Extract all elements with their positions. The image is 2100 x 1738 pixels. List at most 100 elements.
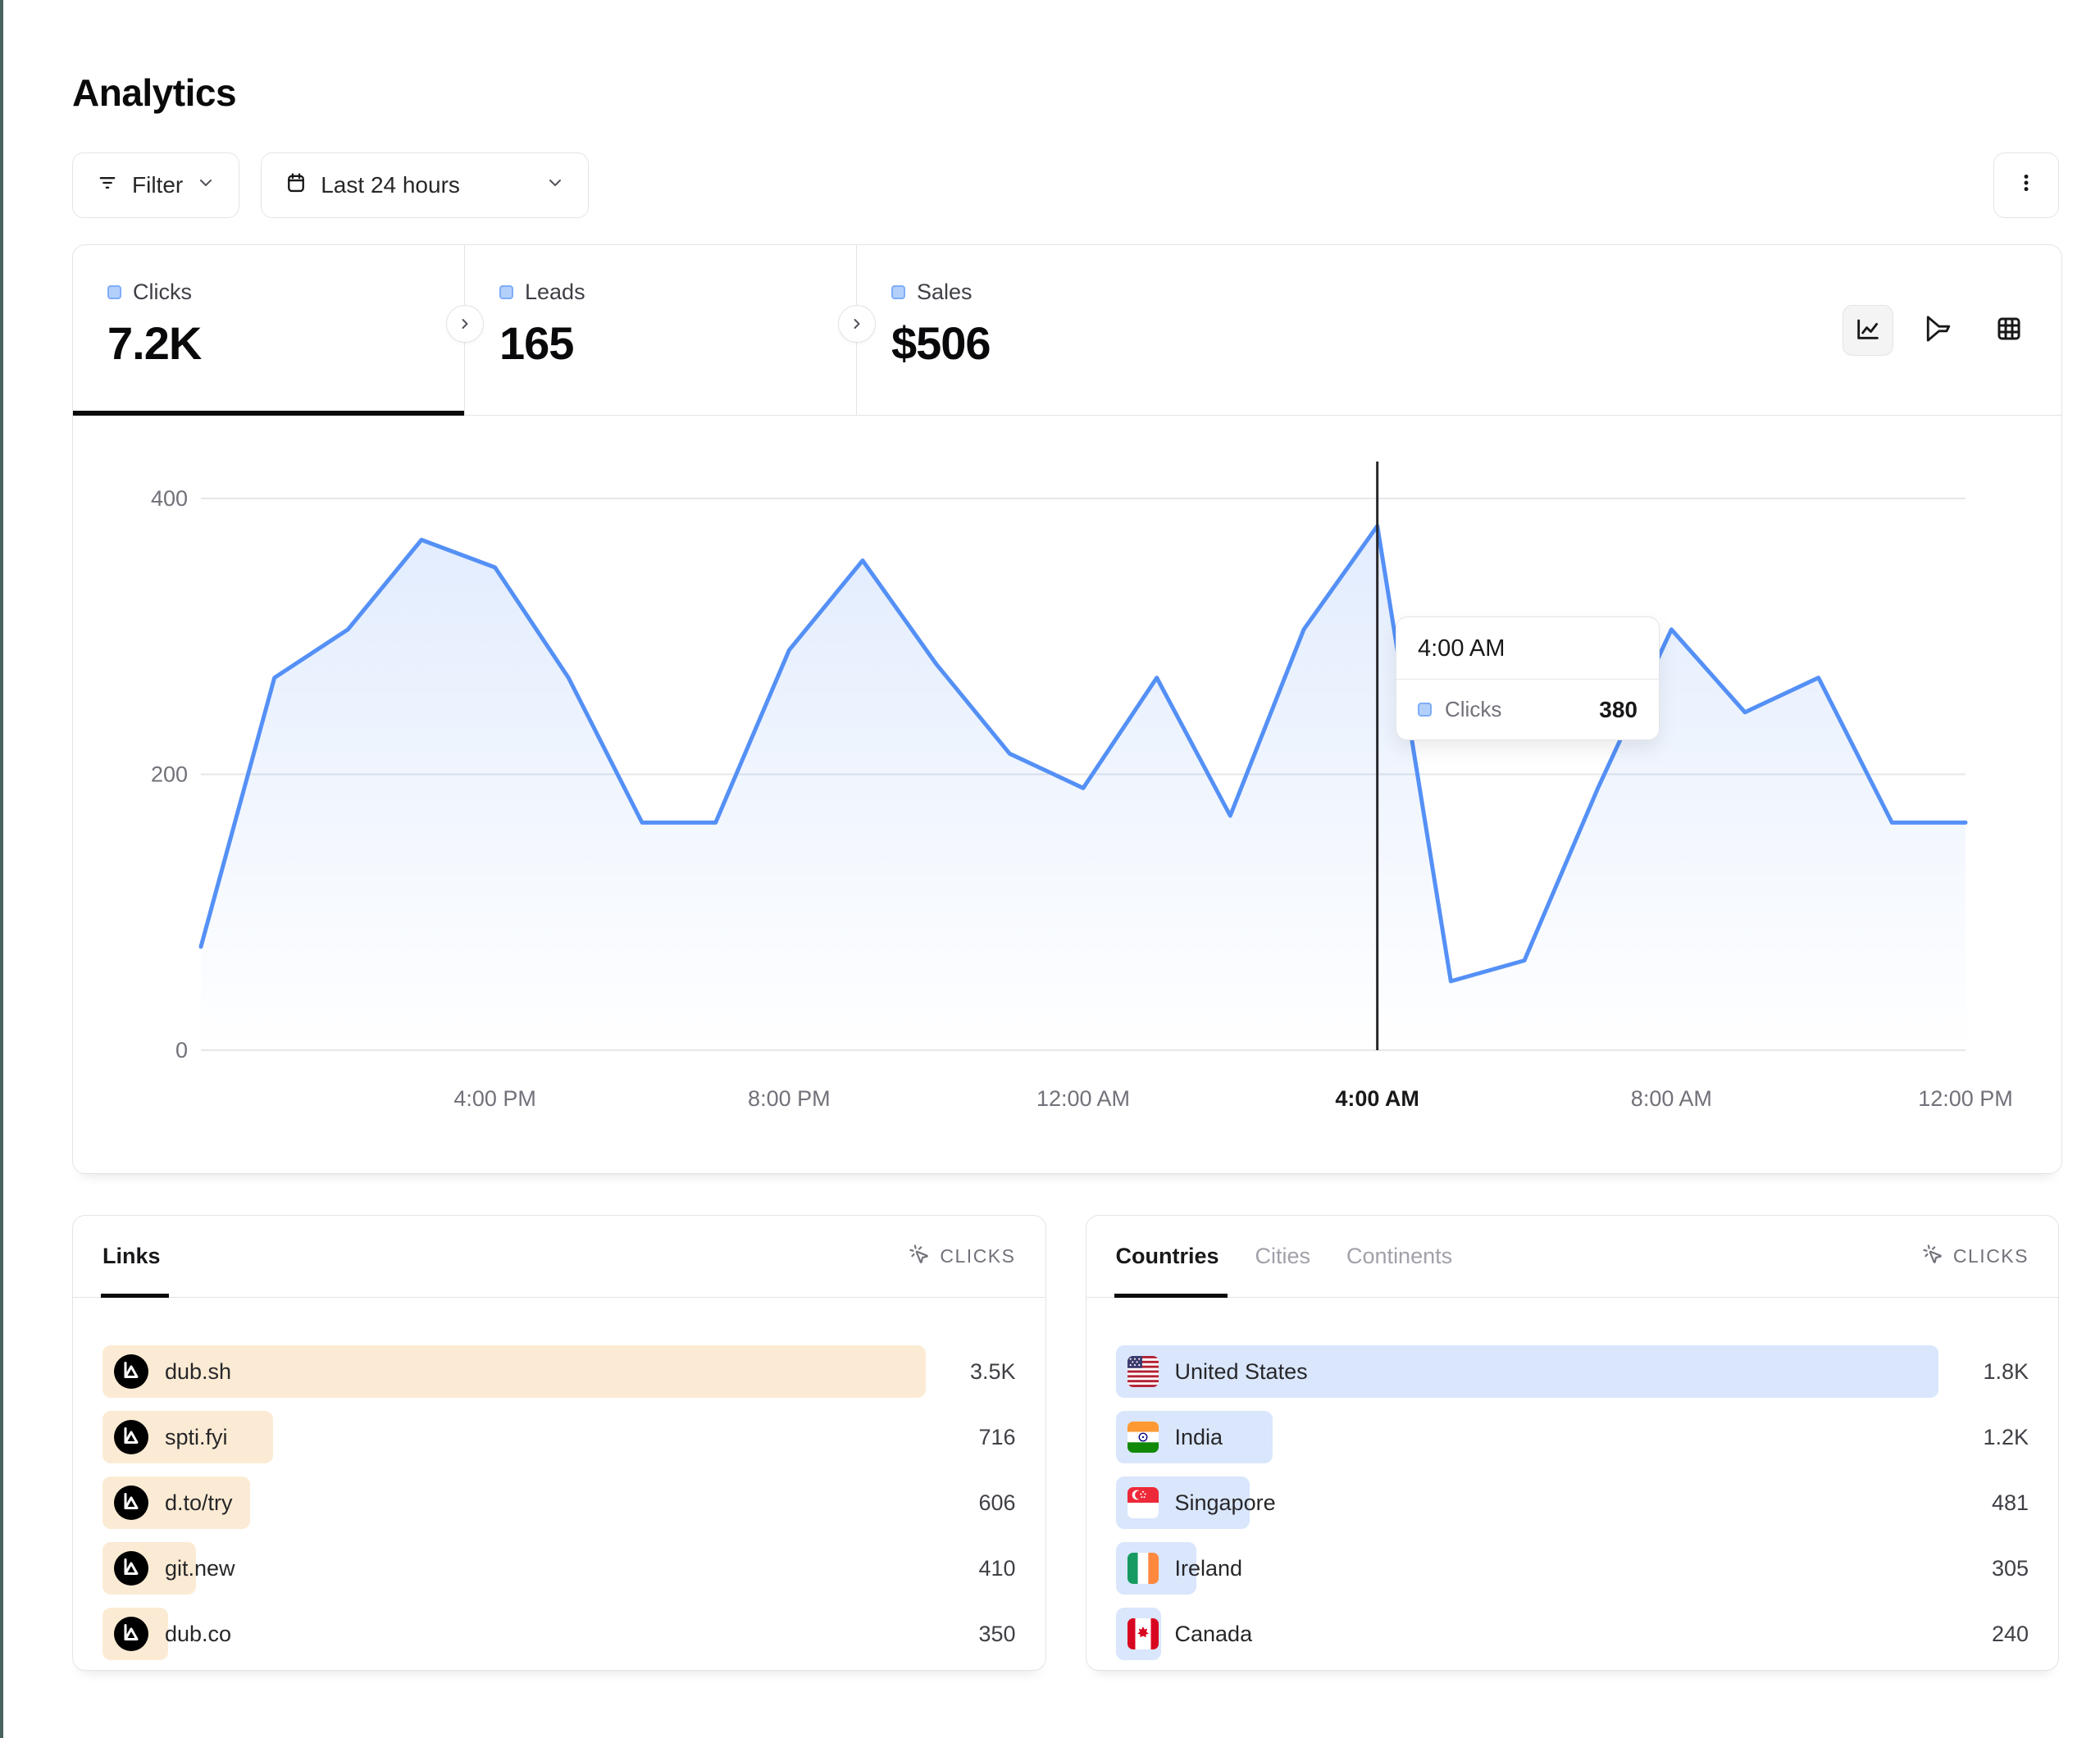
table-view-button[interactable]: [1984, 305, 2034, 356]
expand-clicks-chevron-button[interactable]: [446, 305, 484, 343]
metric-tabs: Clicks 7.2K Leads 165 Sales $506: [73, 245, 2061, 416]
list-item[interactable]: dub.sh 3.5K: [102, 1345, 1016, 1398]
dub-logo-icon: [114, 1354, 148, 1389]
y-axis-tick: 400: [151, 486, 188, 511]
x-axis-tick: 4:00 AM: [1335, 1086, 1419, 1111]
filter-icon: [96, 171, 119, 200]
tooltip-time: 4:00 AM: [1418, 635, 1506, 662]
list-item[interactable]: git.new 410: [102, 1542, 1016, 1595]
toolbar: Filter Last 24 hours: [72, 152, 2059, 218]
filter-button[interactable]: Filter: [72, 152, 240, 218]
item-value: 481: [1991, 1490, 2029, 1515]
kebab-menu-icon: [2015, 171, 2038, 200]
countries-metric-label: CLICKS: [1952, 1245, 2029, 1267]
clicks-timeseries-chart[interactable]: 0 200 400 4:00 PM 8:00 PM 12:00 AM 4:00 AM 8:00…: [73, 416, 2061, 1174]
item-label: d.to/try: [165, 1490, 233, 1515]
list-item[interactable]: United States 1.8K: [1115, 1345, 2029, 1398]
tab-continents[interactable]: Continents: [1346, 1244, 1453, 1268]
item-value: 606: [978, 1490, 1016, 1515]
tooltip-series-label: Clicks: [1445, 697, 1502, 721]
countries-metric-selector[interactable]: CLICKS: [1922, 1244, 2029, 1270]
bar-track: git.new: [102, 1542, 926, 1595]
chevron-down-icon: [196, 172, 216, 198]
bar-track: spti.fyi: [102, 1411, 926, 1463]
chart-tooltip: 4:00 AM Clicks 380: [1396, 616, 1660, 740]
links-metric-label: CLICKS: [940, 1245, 1016, 1267]
leads-value: 165: [499, 317, 574, 369]
sales-legend-square: [891, 285, 905, 299]
list-item[interactable]: Canada 240: [1115, 1608, 2029, 1660]
funnel-view-button[interactable]: [1913, 305, 1964, 356]
bar-track: dub.co: [102, 1608, 926, 1660]
bar-track: Singapore: [1115, 1476, 1939, 1529]
countries-panel: Countries Cities Continents CLICKS Unite…: [1085, 1215, 2059, 1671]
tab-leads[interactable]: Leads 165: [465, 245, 857, 415]
tooltip-value: 380: [1599, 696, 1638, 722]
dub-logo-icon: [114, 1617, 148, 1651]
links-list: dub.sh 3.5K spti.fyi 716 d.to/try 606 git.new 4…: [73, 1298, 1045, 1660]
tab-links[interactable]: Links: [101, 1216, 168, 1298]
more-options-button[interactable]: [1993, 152, 2059, 218]
grid-icon: [1995, 315, 2023, 347]
value-bar: [102, 1345, 926, 1398]
bar-track: United States: [1115, 1345, 1938, 1398]
item-value: 410: [978, 1555, 1016, 1581]
ca-flag-icon: [1127, 1618, 1159, 1649]
pointer-click-icon: [1922, 1244, 1943, 1270]
item-label: git.new: [165, 1555, 235, 1581]
x-axis-tick: 12:00 PM: [1918, 1086, 2013, 1111]
y-axis-tick: 0: [175, 1038, 188, 1062]
filter-button-label: Filter: [132, 172, 184, 198]
list-item[interactable]: India 1.2K: [1115, 1411, 2029, 1463]
metric-label: Clicks: [133, 280, 192, 304]
item-value: 1.2K: [1983, 1424, 2029, 1449]
y-axis-tick: 200: [151, 762, 188, 787]
tab-countries[interactable]: Countries: [1114, 1216, 1228, 1298]
funnel-icon: [1925, 315, 1952, 347]
chart-plot-area: 0 200 400 4:00 PM 8:00 PM 12:00 AM 4:00 AM 8:00…: [73, 416, 2061, 1178]
ie-flag-icon: [1127, 1553, 1159, 1584]
bar-track: Ireland: [1115, 1542, 1939, 1595]
page-title: Analytics: [72, 71, 237, 114]
chart-type-switcher: [1843, 305, 2034, 356]
item-value: 350: [978, 1621, 1016, 1646]
dub-logo-icon: [114, 1485, 148, 1520]
item-label: United States: [1174, 1358, 1308, 1384]
tab-sales[interactable]: Sales $506: [857, 245, 1249, 415]
item-label: dub.co: [165, 1621, 232, 1646]
list-item[interactable]: Singapore 481: [1115, 1476, 2029, 1529]
sg-flag-icon: [1127, 1487, 1159, 1518]
sales-value: $506: [891, 317, 991, 369]
item-label: Ireland: [1174, 1555, 1243, 1581]
countries-panel-header: Countries Cities Continents CLICKS: [1086, 1216, 2058, 1298]
item-label: India: [1174, 1424, 1223, 1449]
metric-label: Leads: [525, 280, 585, 304]
list-item[interactable]: spti.fyi 716: [102, 1411, 1016, 1463]
leads-legend-square: [499, 285, 513, 299]
expand-leads-chevron-button[interactable]: [838, 305, 876, 343]
pointer-click-icon: [909, 1244, 930, 1270]
bar-track: d.to/try: [102, 1476, 926, 1529]
list-item[interactable]: Ireland 305: [1115, 1542, 2029, 1595]
chevron-down-icon: [545, 172, 565, 198]
analytics-chart-card: Clicks 7.2K Leads 165 Sales $506: [72, 244, 2062, 1174]
line-chart-icon: [1854, 315, 1882, 347]
bar-track: dub.sh: [102, 1345, 926, 1398]
item-value: 716: [978, 1424, 1016, 1449]
countries-list: United States 1.8K India 1.2K Singapore 481 Ir…: [1086, 1298, 2059, 1660]
tab-clicks[interactable]: Clicks 7.2K: [73, 245, 465, 416]
item-label: Singapore: [1174, 1490, 1276, 1515]
list-item[interactable]: dub.co 350: [102, 1608, 1016, 1660]
bar-track: Canada: [1115, 1608, 1939, 1660]
clicks-value: 7.2K: [107, 317, 202, 369]
item-value: 240: [1991, 1621, 2029, 1646]
date-range-label: Last 24 hours: [321, 172, 460, 198]
list-item[interactable]: d.to/try 606: [102, 1476, 1016, 1529]
date-range-button[interactable]: Last 24 hours: [261, 152, 590, 218]
links-metric-selector[interactable]: CLICKS: [909, 1244, 1015, 1270]
tab-cities[interactable]: Cities: [1255, 1244, 1311, 1268]
x-axis-tick: 12:00 AM: [1036, 1086, 1130, 1111]
dub-logo-icon: [114, 1551, 148, 1586]
line-chart-view-button[interactable]: [1843, 305, 1893, 356]
item-value: 1.8K: [1983, 1358, 2029, 1384]
